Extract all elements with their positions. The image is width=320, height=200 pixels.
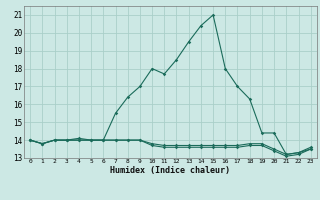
- X-axis label: Humidex (Indice chaleur): Humidex (Indice chaleur): [110, 166, 230, 175]
